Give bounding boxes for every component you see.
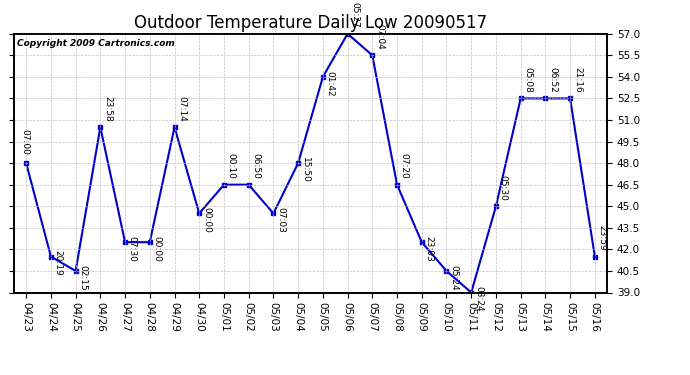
Text: 23:03: 23:03 <box>424 236 433 262</box>
Text: 00:10: 00:10 <box>227 153 236 179</box>
Text: 20:19: 20:19 <box>54 250 63 276</box>
Text: 03:24: 03:24 <box>474 286 483 312</box>
Text: 02:15: 02:15 <box>79 265 88 290</box>
Text: 15:50: 15:50 <box>301 157 310 183</box>
Text: 07:30: 07:30 <box>128 236 137 262</box>
Text: 01:42: 01:42 <box>326 71 335 96</box>
Text: 00:00: 00:00 <box>152 236 161 262</box>
Text: 05:08: 05:08 <box>524 67 533 93</box>
Text: 21:16: 21:16 <box>573 67 582 93</box>
Text: 23:58: 23:58 <box>103 96 112 122</box>
Text: 07:14: 07:14 <box>177 96 186 122</box>
Text: 07:20: 07:20 <box>400 153 408 179</box>
Text: 07:00: 07:00 <box>21 129 30 155</box>
Text: 23:59: 23:59 <box>598 225 607 251</box>
Text: 00:00: 00:00 <box>202 207 211 233</box>
Text: 07:03: 07:03 <box>276 207 285 233</box>
Text: 06:52: 06:52 <box>548 67 557 93</box>
Title: Outdoor Temperature Daily Low 20090517: Outdoor Temperature Daily Low 20090517 <box>134 14 487 32</box>
Text: 05:27: 05:27 <box>351 3 359 28</box>
Text: 05:24: 05:24 <box>449 265 458 290</box>
Text: Copyright 2009 Cartronics.com: Copyright 2009 Cartronics.com <box>17 39 175 48</box>
Text: 07:04: 07:04 <box>375 24 384 50</box>
Text: 06:50: 06:50 <box>251 153 260 179</box>
Text: 05:30: 05:30 <box>499 175 508 201</box>
